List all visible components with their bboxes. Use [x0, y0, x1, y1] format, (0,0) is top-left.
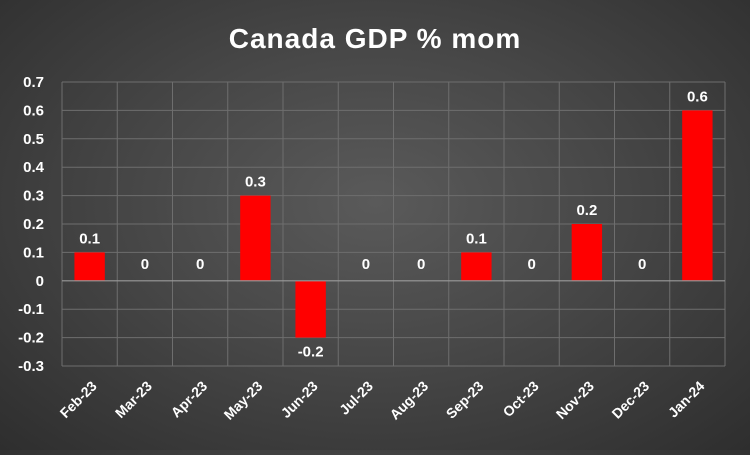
data-label: 0.1 [79, 230, 100, 247]
y-tick-label: 0.7 [23, 74, 44, 91]
bar [295, 280, 326, 338]
data-label: 0.1 [466, 230, 487, 247]
x-tick-label: Dec-23 [608, 378, 652, 422]
y-tick-label: 0.3 [23, 188, 44, 205]
y-tick-label: 0 [36, 273, 44, 290]
bar [74, 252, 105, 281]
y-tick-label: 0.6 [23, 102, 44, 119]
data-label: 0.6 [687, 88, 708, 105]
data-label: 0.2 [576, 202, 597, 219]
y-tick-label: -0.1 [18, 301, 44, 318]
y-tick-label: 0.5 [23, 131, 44, 148]
y-tick-label: 0.2 [23, 216, 44, 233]
x-tick-label: Apr-23 [168, 378, 211, 421]
y-tick-label: -0.2 [18, 330, 44, 347]
data-label: 0 [141, 256, 149, 273]
data-labels: 0.1 0 0 0.3 -0.2 0 0 0.1 0 0.2 0 0.6 [79, 88, 708, 360]
data-label: 0 [196, 256, 204, 273]
x-tick-label: Jan-24 [665, 378, 708, 421]
x-axis-tick-labels: Feb-23 Mar-23 Apr-23 May-23 Jun-23 Jul-23 Aug-… [57, 378, 708, 423]
y-tick-label: 0.1 [23, 244, 44, 261]
bar [571, 224, 603, 281]
x-tick-label: Nov-23 [553, 378, 597, 422]
bar [240, 195, 271, 281]
x-tick-label: Jul-23 [336, 378, 376, 418]
x-tick-label: Aug-23 [386, 378, 431, 423]
data-label: 0 [527, 256, 535, 273]
data-label: 0.3 [245, 174, 266, 191]
bar [682, 110, 713, 281]
x-tick-label: Jun-23 [278, 378, 321, 421]
chart-title: Canada GDP % mom [229, 23, 521, 54]
y-tick-label: -0.3 [18, 358, 44, 375]
x-tick-label: Sep-23 [443, 378, 487, 422]
data-label: 0 [417, 256, 425, 273]
gridlines [61, 81, 726, 367]
bar [461, 252, 492, 281]
data-label: 0 [362, 256, 370, 273]
x-tick-label: May-23 [221, 378, 266, 423]
x-tick-label: Mar-23 [112, 378, 155, 421]
y-axis-tick-labels: 0.7 0.6 0.5 0.4 0.3 0.2 0.1 0 -0.1 -0.2 -0.3 [18, 74, 45, 375]
y-tick-label: 0.4 [23, 159, 45, 176]
data-label: -0.2 [298, 344, 324, 361]
x-tick-label: Feb-23 [57, 378, 100, 421]
bars [74, 110, 713, 338]
x-tick-label: Oct-23 [500, 378, 542, 420]
data-label: 0 [638, 256, 646, 273]
